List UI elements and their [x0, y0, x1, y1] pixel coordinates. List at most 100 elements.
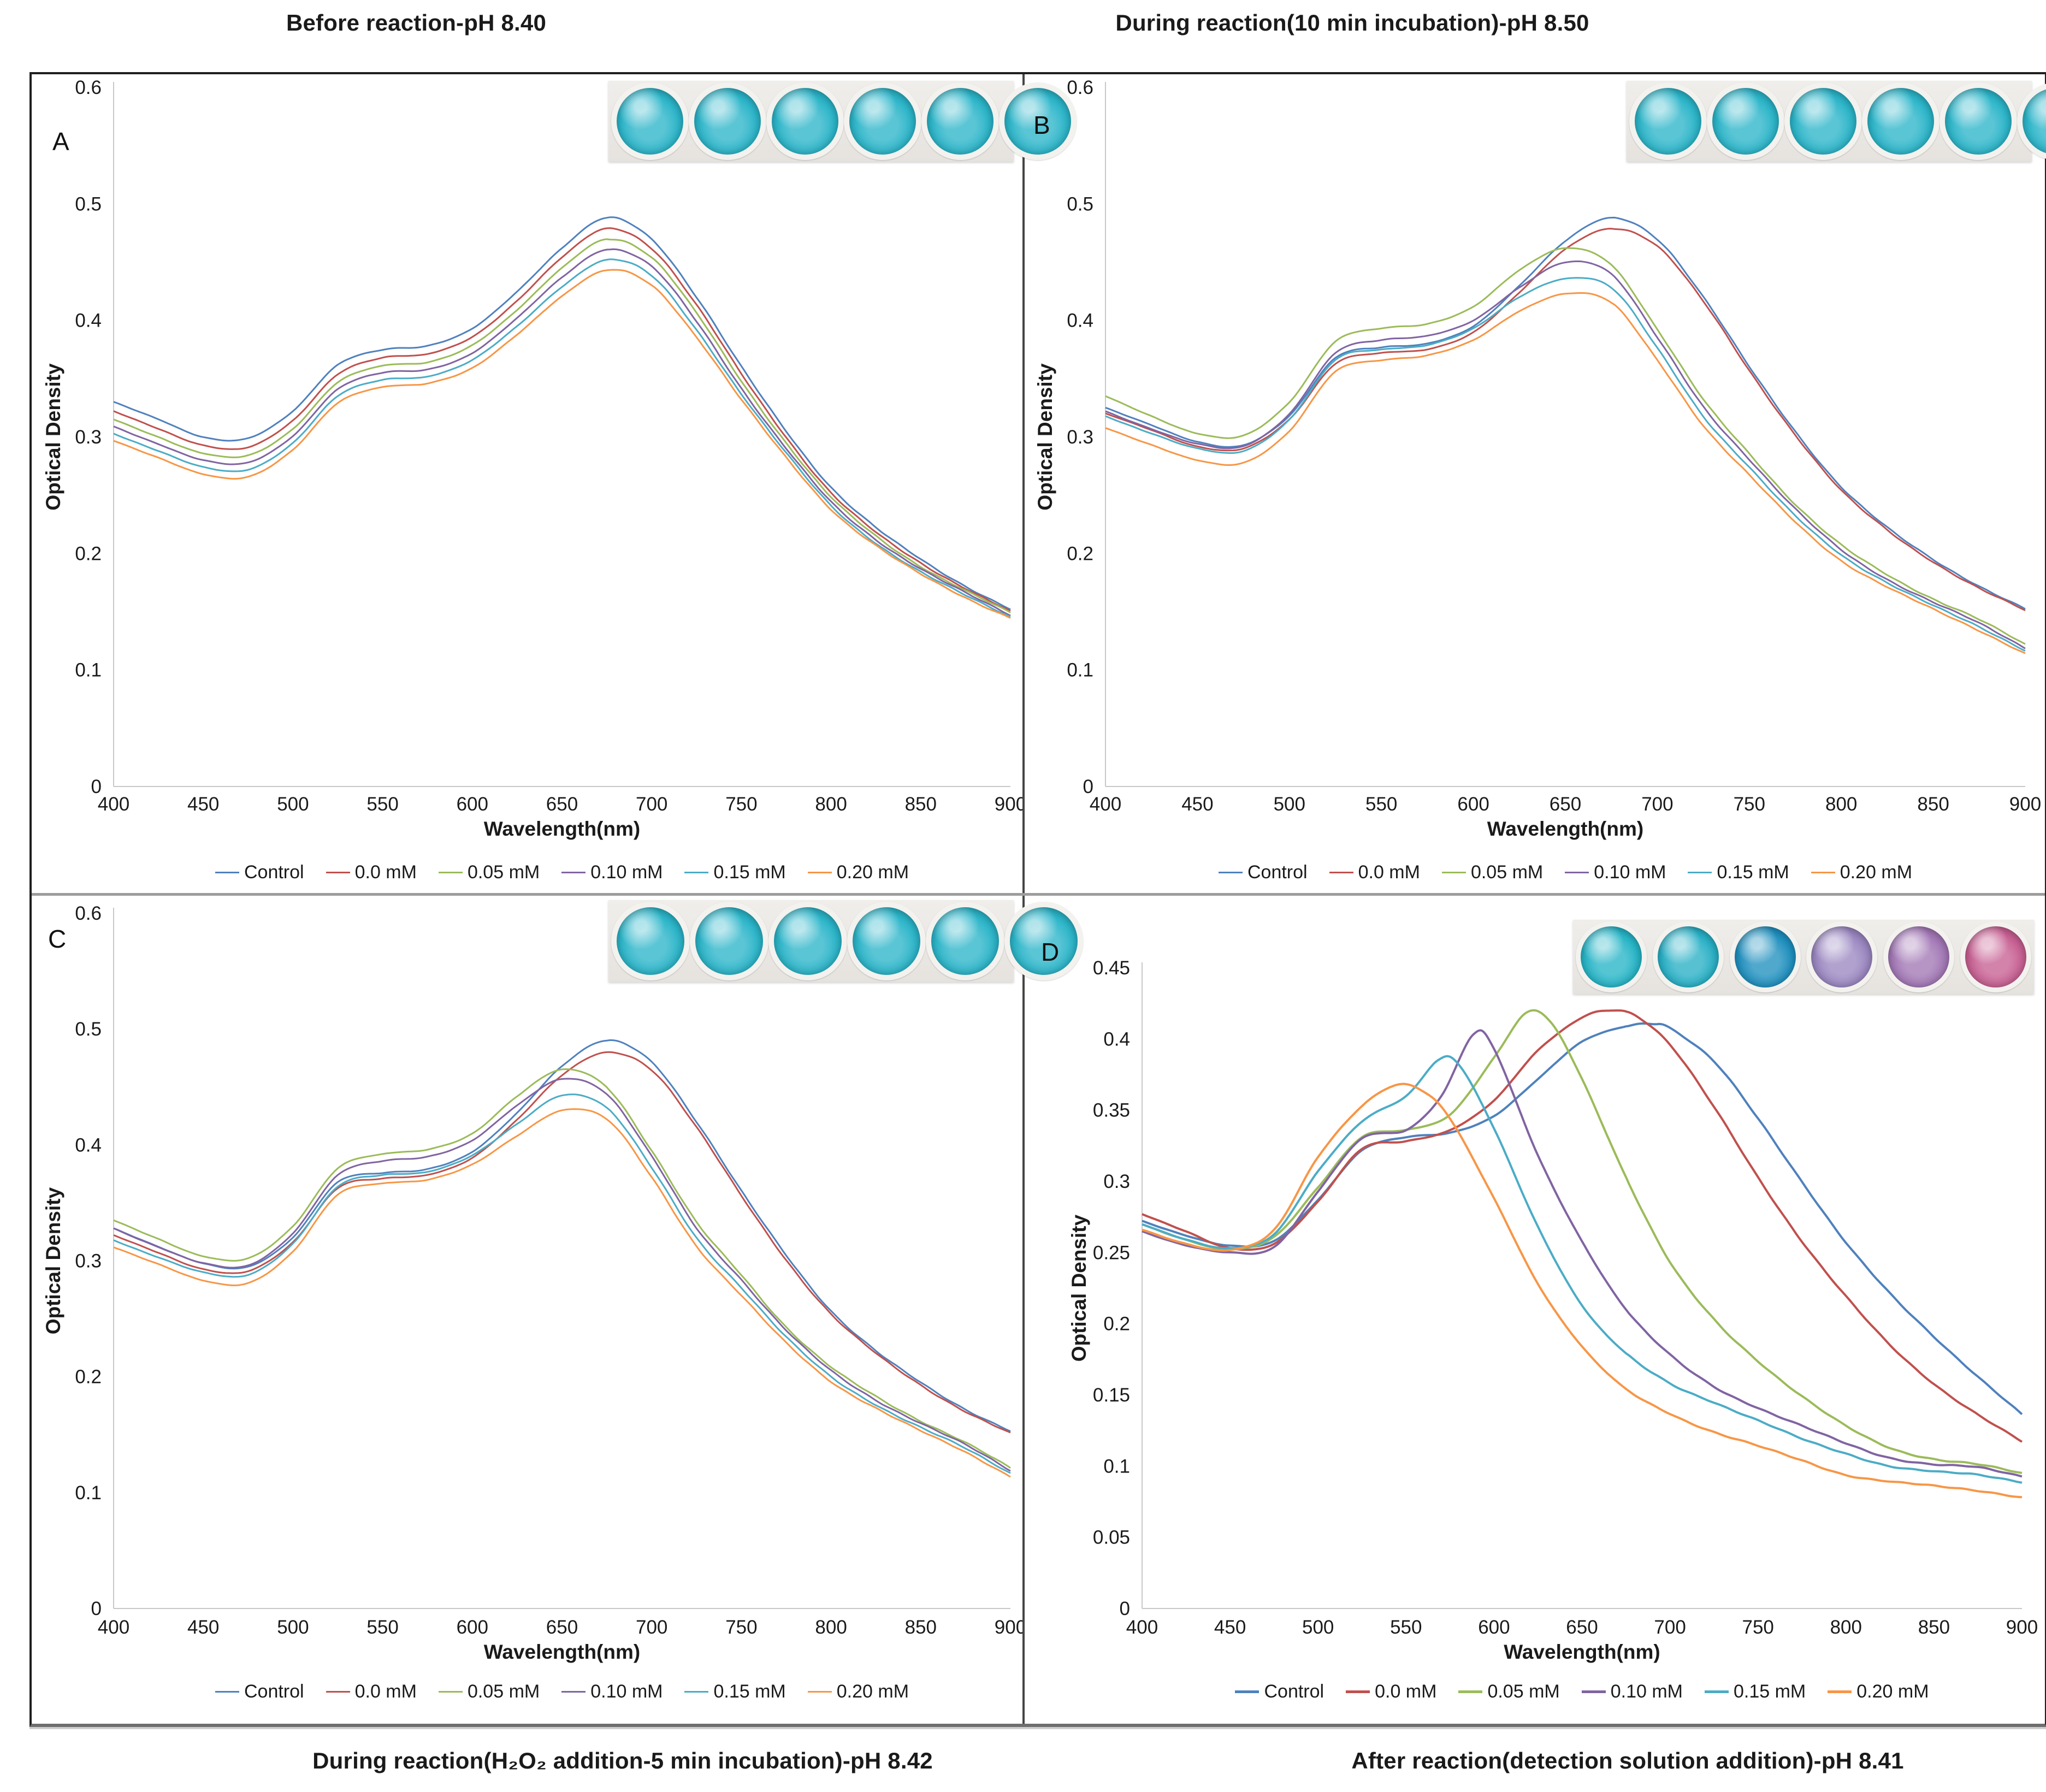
legend-label: Control [1264, 1681, 1324, 1702]
x-axis-title: Wavelength(nm) [484, 818, 640, 840]
microplate-well [1652, 921, 1724, 992]
microplate-well [2017, 82, 2046, 160]
microplate-well [1729, 921, 1801, 992]
legend-line-marker [1346, 1690, 1370, 1693]
x-tick-label: 800 [1825, 794, 1857, 815]
series-line-0.0-mm [113, 227, 1011, 612]
microplate-well [921, 82, 999, 160]
series-line-0.15-mm [1142, 1055, 2023, 1484]
legend-line-marker [684, 1690, 709, 1693]
series-line-0.05-mm [1105, 247, 2026, 645]
legend-line-marker [807, 1690, 832, 1693]
x-tick-label: 650 [546, 1617, 578, 1638]
y-tick-label: 0.1 [75, 1482, 102, 1504]
series-line-control [1105, 216, 2026, 610]
legend-line-marker [1581, 1690, 1606, 1693]
y-tick-label: 0.6 [1067, 77, 1093, 98]
legend-item-0.20-mm: 0.20 mM [807, 1681, 909, 1702]
y-tick-label: 0.6 [75, 77, 102, 98]
y-tick-label: 0.4 [1103, 1028, 1130, 1050]
x-tick-label: 400 [1090, 794, 1121, 815]
legend-item-0.0-mm: 0.0 mM [1346, 1681, 1436, 1702]
legend-label: 0.05 mM [467, 862, 540, 883]
legend-line-marker [1458, 1690, 1483, 1693]
panel-b-legend: Control 0.0 mM 0.05 mM 0.10 mM 0.15 mM 0.20 m… [1105, 862, 2025, 883]
panel-b-title: During reaction(10 min incubation)-pH 8.… [1115, 10, 1589, 36]
y-tick-label: 0.4 [75, 310, 102, 332]
legend-label: 0.20 mM [1856, 1681, 1929, 1702]
legend-line-marker [1218, 871, 1243, 874]
panel-d: 0 0.05 0.1 0.15 0.2 0.25 0.3 0.35 0.4 0.45 400 450 5… [1025, 896, 2041, 1718]
legend-line-marker [1329, 871, 1353, 874]
microplate-well [1806, 921, 1878, 992]
legend-line-marker [215, 1690, 239, 1693]
legend-item-0.05-mm: 0.05 mM [438, 1681, 540, 1702]
panel-a: 0 0.1 0.2 0.3 0.4 0.5 0.6 400 450 500 550 600 650 700… [32, 74, 1077, 893]
series-line-0.0-mm [113, 1051, 1011, 1434]
y-tick-label: 0.3 [75, 1251, 102, 1272]
y-tick-label: 0.3 [1103, 1171, 1130, 1192]
x-tick-label: 400 [98, 1617, 129, 1638]
y-tick-label: 0.05 [1093, 1527, 1130, 1548]
legend-label: 0.15 mM [713, 1681, 786, 1702]
x-tick-label: 750 [1734, 794, 1765, 815]
panel-c-title: During reaction(H₂O₂ addition-5 min incu… [312, 1748, 933, 1773]
panel-b-wells-photo [1627, 81, 2046, 162]
x-tick-label: 400 [98, 794, 129, 815]
x-tick-label: 850 [905, 1617, 937, 1638]
legend-label: 0.10 mM [590, 862, 663, 883]
microplate-well [689, 82, 766, 160]
x-tick-label: 750 [725, 794, 757, 815]
series-line-0.15-mm [113, 1093, 1011, 1474]
y-axis-title: Optical Density [42, 1187, 64, 1334]
y-axis-title: Optical Density [1034, 363, 1056, 511]
x-tick-label: 600 [1478, 1617, 1510, 1638]
microplate-well [611, 902, 690, 980]
panel-d-title: After reaction(detection solution additi… [1351, 1748, 1904, 1773]
x-tick-label: 550 [1390, 1617, 1422, 1638]
microplate-well [926, 902, 1004, 980]
microplate-well [1629, 82, 1707, 160]
y-tick-label: 0.35 [1093, 1100, 1130, 1121]
legend-item-control: Control [1235, 1681, 1324, 1702]
legend-line-marker [1811, 871, 1835, 874]
legend-line-marker [1565, 871, 1589, 874]
legend-item-0.15-mm: 0.15 mM [684, 862, 786, 883]
microplate-well [1576, 921, 1647, 992]
x-tick-label: 500 [1274, 794, 1305, 815]
legend-item-0.20-mm: 0.20 mM [1811, 862, 1912, 883]
y-tick-label: 0 [1120, 1598, 1130, 1619]
legend-item-0.10-mm: 0.10 mM [561, 862, 663, 883]
legend-item-0.0-mm: 0.0 mM [326, 1681, 417, 1702]
legend-item-control: Control [215, 862, 304, 883]
legend-line-marker [215, 871, 239, 874]
microplate-well [1862, 82, 1939, 160]
microplate-well [766, 82, 844, 160]
y-tick-label: 0.6 [75, 903, 102, 924]
legend-line-marker [1828, 1690, 1852, 1693]
y-tick-label: 0.45 [1093, 957, 1130, 979]
series-line-control [113, 1039, 1011, 1432]
series-line-0.0-mm [1142, 1009, 2023, 1443]
x-tick-label: 700 [636, 794, 667, 815]
figure-frame: 0 0.1 0.2 0.3 0.4 0.5 0.6 400 450 500 550 600 650 700… [29, 72, 2046, 1727]
legend-label: 0.15 mM [1717, 862, 1789, 883]
panel-a-wells-photo [608, 81, 1077, 162]
x-axis-title: Wavelength(nm) [1487, 818, 1643, 840]
microplate-well [690, 902, 768, 980]
legend-label: Control [244, 1681, 304, 1702]
y-tick-label: 0.5 [75, 193, 102, 215]
x-tick-label: 600 [1457, 794, 1489, 815]
x-tick-label: 450 [187, 1617, 219, 1638]
legend-line-marker [1235, 1690, 1259, 1693]
x-tick-label: 900 [995, 794, 1022, 815]
legend-item-0.15-mm: 0.15 mM [684, 1681, 786, 1702]
y-tick-label: 0 [1083, 776, 1093, 797]
y-axis-title: Optical Density [1068, 1214, 1090, 1362]
legend-item-0.0-mm: 0.0 mM [1329, 862, 1420, 883]
legend-label: 0.10 mM [1594, 862, 1666, 883]
y-tick-label: 0.4 [75, 1134, 102, 1156]
series-line-0.20-mm [113, 269, 1011, 619]
legend-line-marker [1688, 871, 1712, 874]
